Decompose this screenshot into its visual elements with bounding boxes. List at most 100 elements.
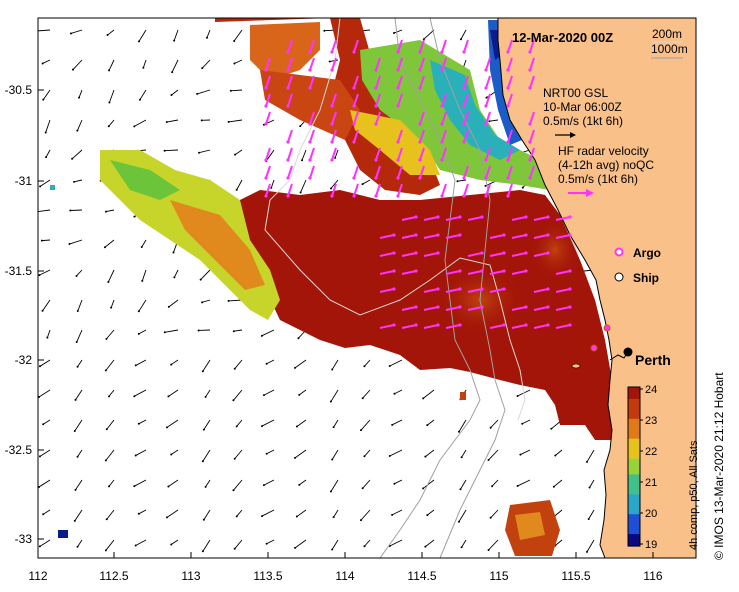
model-arrow xyxy=(42,89,51,100)
model-arrowhead xyxy=(138,98,141,101)
model-arrowhead xyxy=(108,101,111,104)
colorbar-segment xyxy=(628,438,640,444)
radar-arrow xyxy=(379,234,395,239)
radar-arrowhead xyxy=(462,104,466,108)
radar-arrow xyxy=(533,288,549,293)
radar-arrow xyxy=(445,288,461,293)
model-arrow xyxy=(261,329,275,337)
model-arrow xyxy=(107,29,115,36)
model-arrowhead xyxy=(331,458,334,461)
radar-arrowhead xyxy=(462,122,466,126)
radar-arrowhead xyxy=(414,233,418,237)
radar-arrowhead xyxy=(392,287,396,291)
radar-arrowhead xyxy=(528,50,532,54)
model-arrowhead xyxy=(165,516,168,519)
x-tick-label: 113 xyxy=(181,569,200,583)
radar-arrow xyxy=(401,216,417,221)
model-arrowhead xyxy=(134,454,137,457)
radar-arrowhead xyxy=(506,50,510,54)
colorbar-segment xyxy=(628,506,640,511)
model-arrow xyxy=(458,509,467,522)
model-arrowhead xyxy=(204,395,207,398)
model-arrow xyxy=(488,539,499,551)
radar-arrowhead xyxy=(524,233,528,237)
model-arrowhead xyxy=(521,186,524,189)
radar-arrowhead xyxy=(396,176,400,180)
model-arrow xyxy=(362,389,371,399)
radar-arrow xyxy=(423,234,439,239)
colorbar-segment xyxy=(628,482,640,487)
radar-arrow xyxy=(441,93,447,107)
radar-arrow xyxy=(533,216,549,221)
model-arrow xyxy=(233,29,243,42)
model-arrowhead xyxy=(361,397,364,400)
model-arrow xyxy=(555,539,563,546)
model-arrow xyxy=(360,509,371,521)
model-arrowhead xyxy=(392,32,395,35)
radar-arrow xyxy=(397,57,403,71)
radar-arrow xyxy=(555,270,571,275)
model-arrow xyxy=(171,59,179,73)
radar-arrow xyxy=(441,111,447,125)
colorbar-segment xyxy=(628,526,640,531)
model-arrow xyxy=(39,179,51,187)
radar-arrow xyxy=(507,57,513,71)
model-arrow xyxy=(203,419,211,430)
colorbar-segment xyxy=(628,390,640,396)
x-tick-label: 113.5 xyxy=(253,569,282,583)
model-arrow xyxy=(166,119,179,123)
radar-arrow xyxy=(353,111,359,125)
radar-arrowhead xyxy=(528,158,532,162)
model-arrow xyxy=(234,59,243,64)
model-arrowhead xyxy=(265,452,268,455)
model-arrowhead xyxy=(198,151,201,154)
sst-speck-3 xyxy=(50,185,55,190)
y-tick-label: -31 xyxy=(15,174,33,188)
radar-arrowhead xyxy=(264,68,268,72)
radar-arrow xyxy=(375,111,381,125)
radar-arrowhead xyxy=(462,50,466,54)
model-arrow xyxy=(142,59,147,68)
radar-arrowhead xyxy=(484,122,488,126)
sst-speck xyxy=(58,530,68,538)
model-arrowhead xyxy=(388,365,391,368)
model-arrow xyxy=(138,509,147,515)
model-arrowhead xyxy=(202,428,205,431)
model-arrowhead xyxy=(489,516,492,519)
model-arrowhead xyxy=(332,426,335,429)
radar-arrowhead xyxy=(264,86,268,90)
model-arrowhead xyxy=(201,301,204,304)
model-arrow xyxy=(517,479,531,487)
radar-arrowhead xyxy=(440,140,444,144)
radar-arrow xyxy=(463,75,469,89)
radar-arrow xyxy=(265,111,271,125)
radar-arrowhead xyxy=(330,104,334,108)
radar-arrow xyxy=(379,270,395,275)
radar-arrow xyxy=(555,216,571,221)
model-arrowhead xyxy=(363,365,366,368)
hf-radar-arrows xyxy=(264,39,572,329)
model-arrow xyxy=(520,449,531,455)
model-arrowhead xyxy=(134,364,137,367)
model-arrow xyxy=(39,359,51,367)
radar-arrow xyxy=(265,93,271,107)
credit-text: © IMOS 13-Mar-2020 21:12 Hobart xyxy=(712,372,726,560)
radar-arrow xyxy=(265,183,271,197)
model-arrowhead xyxy=(363,545,366,548)
radar-arrow xyxy=(397,39,403,53)
radar-arrow xyxy=(445,216,461,221)
model-arrow xyxy=(134,479,147,487)
model-arrowhead xyxy=(388,455,391,458)
radar-arrowhead xyxy=(286,68,290,72)
model-arrow xyxy=(105,449,115,461)
radar-arrow xyxy=(507,39,513,53)
radar-arrow xyxy=(485,165,491,179)
radar-arrowhead xyxy=(286,86,290,90)
radar-arrow xyxy=(375,57,381,71)
model-arrow xyxy=(104,239,115,248)
model-arrowhead xyxy=(232,489,235,492)
perth-river xyxy=(609,351,629,361)
model-arrow xyxy=(168,299,179,308)
radar-arrow xyxy=(353,165,359,179)
radar-arrowhead xyxy=(506,68,510,72)
